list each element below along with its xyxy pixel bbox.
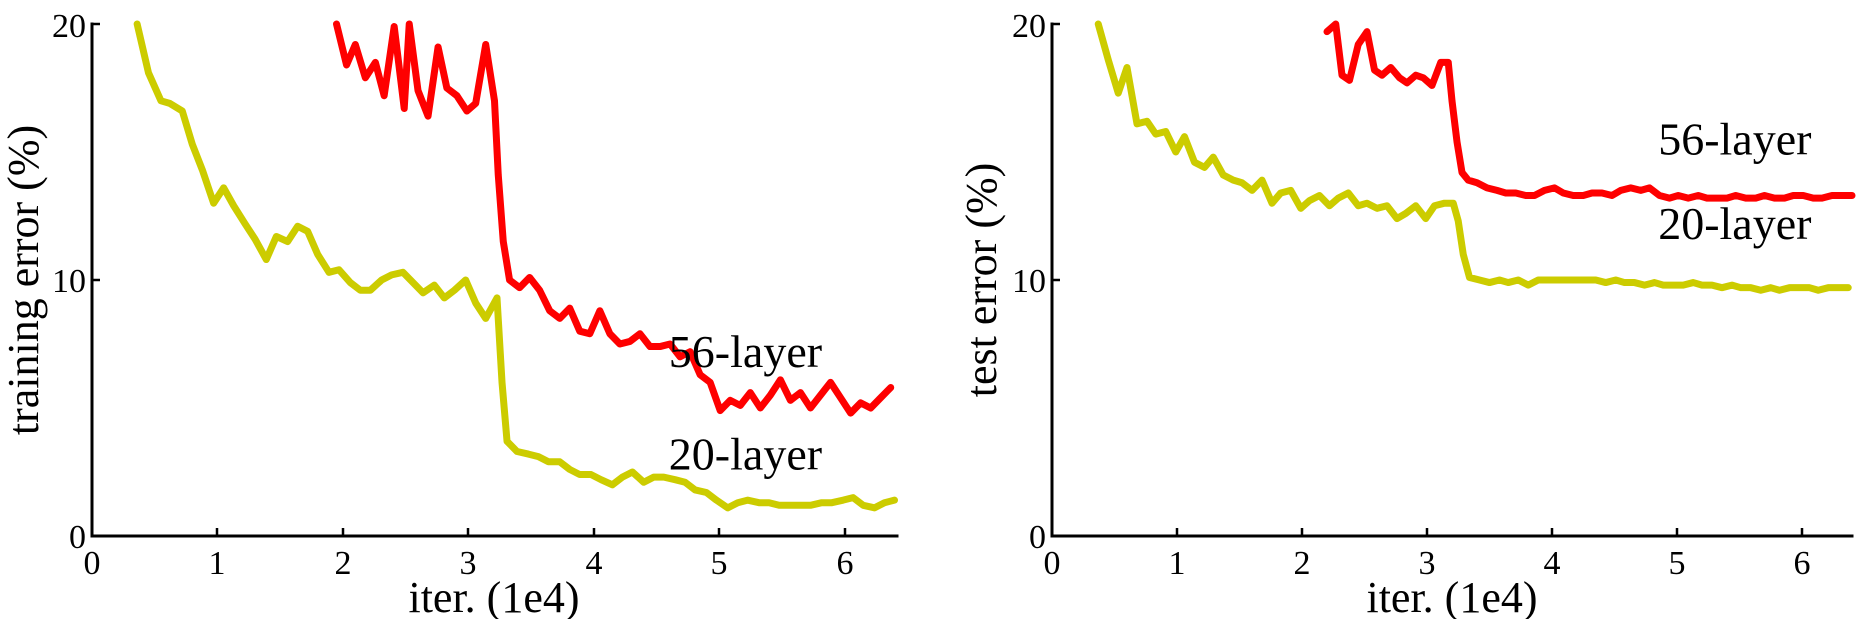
x-tick-label: 6 xyxy=(1794,545,1811,582)
x-tick-label: 1 xyxy=(209,545,226,582)
test-error-plot: 20 10 0 0 1 2 3 4 5 6 iter. (1e4) test e… xyxy=(957,8,1856,619)
series-line-56-layer xyxy=(333,20,895,417)
series-line-20-layer xyxy=(133,20,898,512)
y-tick-labels-right: 20 10 0 xyxy=(1012,8,1046,556)
x-tick-label: 3 xyxy=(1419,545,1436,582)
x-axis-title-left: iter. (1e4) xyxy=(408,573,579,619)
series-annotations-right: 56-layer 20-layer xyxy=(1658,114,1811,249)
annotation-20-layer: 20-layer xyxy=(669,428,822,479)
x-tick-label: 0 xyxy=(1044,545,1061,582)
training-error-plot: 20 10 0 0 1 2 3 4 5 6 iter. (1e4) traini… xyxy=(0,8,899,619)
annotation-56-layer: 56-layer xyxy=(1658,114,1811,165)
axes-right xyxy=(1050,22,1854,538)
y-tick-label: 20 xyxy=(52,8,86,45)
y-ticks-right xyxy=(1052,22,1060,538)
x-tick-label: 5 xyxy=(711,545,728,582)
y-tick-label: 10 xyxy=(1012,263,1046,300)
series-line-56-layer xyxy=(1323,20,1856,202)
x-ticks-left xyxy=(90,528,847,536)
series-line-20-layer xyxy=(1094,20,1852,294)
series-group-right xyxy=(1094,20,1856,294)
y-tick-label: 0 xyxy=(1029,519,1046,556)
x-tick-label: 5 xyxy=(1669,545,1686,582)
x-axis-title-right: iter. (1e4) xyxy=(1366,573,1537,619)
y-axis-title-right: test error (%) xyxy=(957,163,1006,398)
x-tick-labels-right: 0 1 2 3 4 5 6 xyxy=(1044,545,1811,582)
chart-panel-test-error: 20 10 0 0 1 2 3 4 5 6 iter. (1e4) test e… xyxy=(934,0,1868,619)
y-tick-label: 10 xyxy=(52,263,86,300)
x-tick-label: 4 xyxy=(1544,545,1561,582)
x-tick-label: 4 xyxy=(586,545,603,582)
y-tick-label: 0 xyxy=(69,519,86,556)
axes-left xyxy=(90,22,899,538)
annotation-56-layer: 56-layer xyxy=(669,326,822,377)
x-tick-labels-left: 0 1 2 3 4 5 6 xyxy=(84,545,854,582)
x-tick-label: 3 xyxy=(460,545,477,582)
x-tick-label: 0 xyxy=(84,545,101,582)
series-group-left xyxy=(133,20,898,512)
x-ticks-right xyxy=(1050,528,1804,536)
x-tick-label: 6 xyxy=(837,545,854,582)
x-tick-label: 1 xyxy=(1169,545,1186,582)
y-axis-title-left: training error (%) xyxy=(0,125,48,435)
y-tick-label: 20 xyxy=(1012,8,1046,45)
chart-panel-training-error: 20 10 0 0 1 2 3 4 5 6 iter. (1e4) traini… xyxy=(0,8,899,619)
x-tick-label: 2 xyxy=(335,545,352,582)
annotation-20-layer: 20-layer xyxy=(1658,198,1811,249)
x-tick-label: 2 xyxy=(1294,545,1311,582)
y-ticks-left xyxy=(92,22,100,538)
y-tick-labels-left: 20 10 0 xyxy=(52,8,86,556)
series-annotations-left: 56-layer 20-layer xyxy=(669,326,822,479)
